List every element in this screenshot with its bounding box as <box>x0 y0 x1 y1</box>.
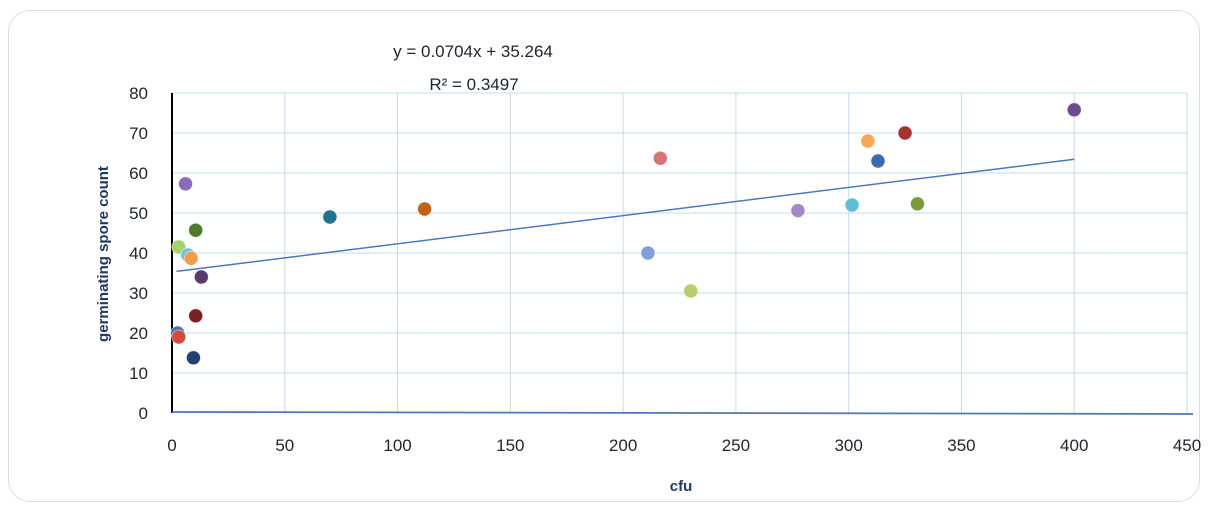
data-point-21 <box>171 329 187 345</box>
data-point-10 <box>683 283 699 299</box>
x-tick-label-300: 300 <box>834 436 862 455</box>
y-tick-label-70: 70 <box>129 124 148 143</box>
data-point-1 <box>1066 102 1082 118</box>
x-axis-line <box>171 411 1194 415</box>
data-point-18 <box>193 269 209 285</box>
x-tick-label-150: 150 <box>496 436 524 455</box>
y-tick-label-40: 40 <box>129 244 148 263</box>
data-point-6 <box>910 196 925 212</box>
data-point-9 <box>640 245 656 261</box>
data-point-8 <box>790 203 806 219</box>
data-point-7 <box>844 197 860 213</box>
y-tick-label-50: 50 <box>129 204 148 223</box>
trendline-r-squared: R² = 0.3497 <box>429 75 518 94</box>
data-point-2 <box>897 125 913 141</box>
data-point-22 <box>186 350 201 366</box>
x-tick-label-100: 100 <box>383 436 411 455</box>
y-tick-label-20: 20 <box>129 324 148 343</box>
y-tick-label-30: 30 <box>129 284 148 303</box>
x-tick-label-50: 50 <box>275 436 294 455</box>
data-point-17 <box>183 250 199 266</box>
data-points <box>170 102 1082 366</box>
trendline-equation: y = 0.0704x + 35.264 <box>393 42 553 61</box>
x-tick-label-400: 400 <box>1060 436 1088 455</box>
x-tick-label-450: 450 <box>1173 436 1201 455</box>
chart-frame <box>8 10 1200 502</box>
y-tick-label-10: 10 <box>129 364 148 383</box>
y-axis-title: germinating spore count <box>95 166 112 342</box>
data-point-3 <box>860 133 876 149</box>
data-point-14 <box>188 222 204 238</box>
data-point-4 <box>870 153 886 169</box>
y-tick-labels: 0 10 20 30 40 50 60 70 80 <box>129 84 148 423</box>
data-point-5 <box>652 150 668 166</box>
x-tick-labels: 0 50 100 150 200 250 300 350 400 450 <box>167 436 1201 455</box>
axes <box>171 93 1194 415</box>
x-axis-title: cfu <box>670 478 693 495</box>
data-point-13 <box>178 176 193 192</box>
data-point-11 <box>417 201 433 217</box>
y-tick-label-80: 80 <box>129 84 148 103</box>
data-point-12 <box>322 209 338 225</box>
y-tick-label-0: 0 <box>139 404 148 423</box>
x-tick-label-0: 0 <box>167 436 176 455</box>
data-point-19 <box>188 308 204 324</box>
trendline-group <box>176 158 1075 273</box>
y-tick-label-60: 60 <box>129 164 148 183</box>
x-tick-label-200: 200 <box>609 436 637 455</box>
trendline <box>176 158 1075 273</box>
x-tick-label-250: 250 <box>722 436 750 455</box>
grid-lines <box>172 92 1188 413</box>
x-tick-label-350: 350 <box>947 436 975 455</box>
